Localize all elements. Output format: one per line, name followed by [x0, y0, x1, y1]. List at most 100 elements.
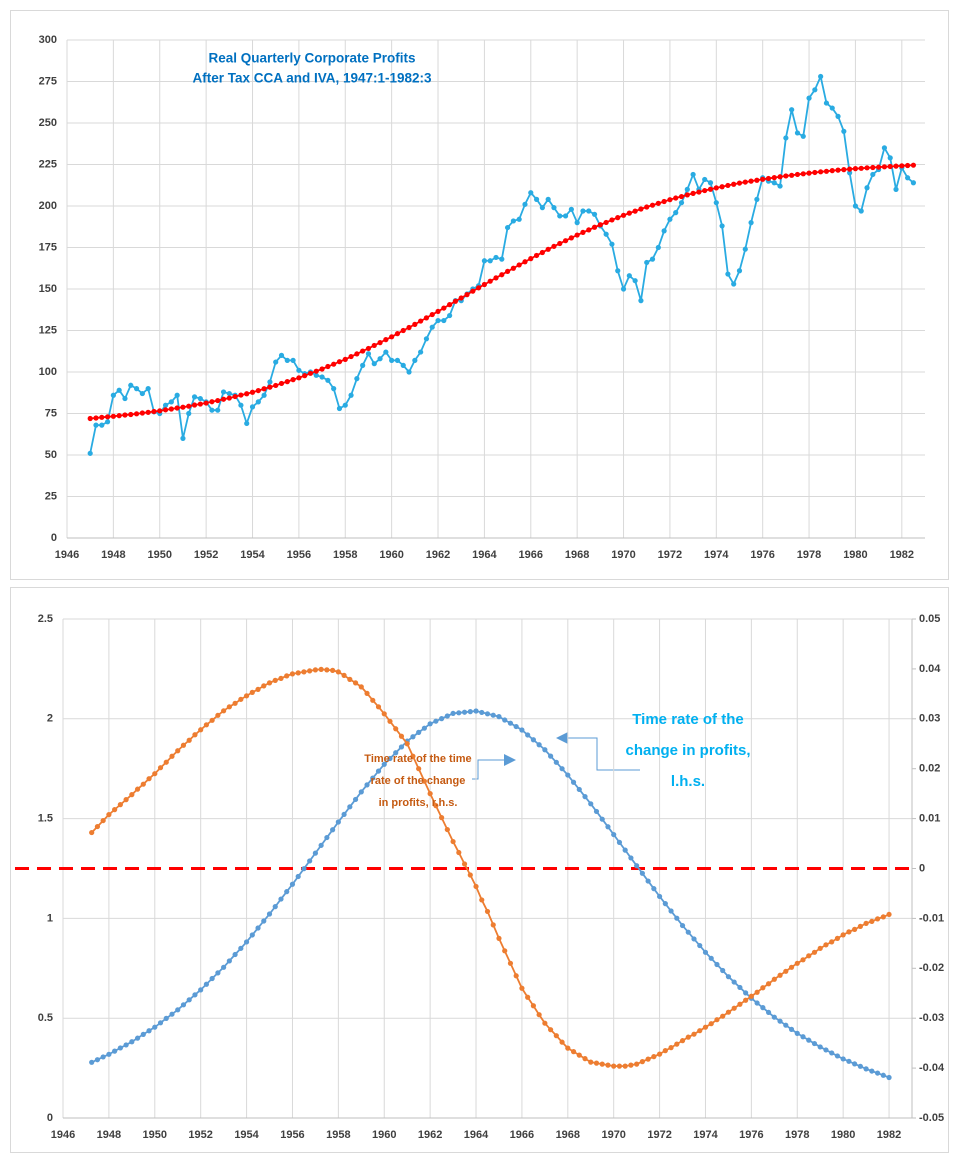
data-point — [823, 168, 830, 174]
data-point — [220, 389, 227, 395]
data-point — [834, 1053, 841, 1059]
data-point — [783, 1022, 789, 1028]
data-point — [238, 402, 244, 408]
data-point — [714, 961, 720, 968]
data-point — [881, 145, 888, 151]
data-point — [679, 1038, 686, 1044]
y2-tick-label: 0.05 — [919, 613, 940, 625]
data-point — [221, 964, 227, 970]
data-point — [557, 213, 563, 219]
y2-tick-label: 0.03 — [919, 713, 940, 725]
data-point — [628, 855, 634, 861]
data-point — [557, 240, 563, 247]
data-point — [493, 275, 499, 281]
data-point — [429, 324, 435, 330]
data-point — [522, 259, 528, 265]
x-tick-label: 1948 — [97, 1129, 121, 1141]
data-point — [427, 791, 433, 797]
data-point — [852, 1061, 858, 1067]
data-point — [352, 796, 359, 803]
data-point — [568, 235, 574, 241]
data-point — [823, 942, 829, 948]
data-point — [261, 683, 267, 689]
data-point — [609, 241, 615, 247]
data-point — [393, 750, 399, 756]
data-point — [528, 190, 534, 196]
data-point — [243, 693, 250, 699]
data-point — [244, 420, 250, 427]
data-point — [539, 249, 545, 256]
data-point — [591, 224, 598, 230]
data-point — [667, 216, 673, 222]
data-point — [473, 883, 479, 890]
data-point — [794, 130, 801, 136]
data-point — [655, 200, 661, 206]
data-point — [93, 422, 99, 428]
data-point — [406, 369, 412, 375]
data-point — [145, 409, 151, 415]
data-point — [313, 368, 319, 374]
x-tick-label: 1974 — [693, 1129, 718, 1141]
data-point — [335, 819, 341, 825]
data-point — [857, 1063, 863, 1069]
data-point — [765, 1009, 772, 1016]
data-point — [387, 755, 393, 762]
data-point — [377, 356, 383, 362]
data-point — [684, 192, 690, 198]
data-point — [886, 1074, 892, 1081]
data-point — [197, 401, 203, 407]
data-point — [249, 689, 255, 695]
data-point — [347, 676, 353, 682]
data-point — [800, 171, 806, 177]
data-point — [479, 709, 485, 716]
data-point — [519, 985, 525, 991]
data-point — [104, 419, 111, 425]
data-point — [364, 690, 370, 696]
data-point — [574, 220, 580, 226]
data-point — [519, 727, 525, 733]
data-point — [559, 766, 565, 772]
data-point — [341, 672, 347, 678]
x-tick-label: 1976 — [750, 549, 774, 561]
data-point — [846, 929, 852, 935]
data-point — [639, 1059, 645, 1065]
data-point — [169, 1011, 175, 1017]
y-tick-label: 25 — [45, 490, 57, 502]
data-point — [634, 1061, 640, 1067]
data-point — [580, 229, 586, 235]
data-point — [496, 935, 502, 941]
data-point — [818, 73, 824, 80]
data-point — [817, 1044, 823, 1050]
x-tick-label: 1980 — [831, 1129, 855, 1141]
data-point — [725, 182, 731, 189]
data-point — [146, 776, 152, 782]
data-point — [186, 997, 192, 1003]
data-point — [447, 312, 453, 319]
data-point — [800, 1034, 806, 1040]
data-point — [539, 205, 545, 211]
data-point — [87, 450, 93, 456]
data-point — [597, 222, 603, 228]
data-point — [325, 363, 331, 370]
data-point — [152, 771, 158, 777]
data-point — [794, 171, 801, 178]
data-point — [697, 942, 703, 949]
data-point — [731, 979, 737, 985]
data-point — [89, 829, 95, 836]
data-point — [743, 997, 749, 1003]
data-point — [162, 407, 169, 413]
data-point — [880, 914, 886, 920]
data-point — [754, 177, 760, 183]
data-point — [238, 945, 244, 951]
data-point — [284, 379, 290, 385]
data-point — [910, 180, 917, 186]
data-point — [516, 262, 522, 268]
data-point — [106, 1051, 112, 1057]
data-point — [530, 1003, 536, 1009]
data-point — [295, 873, 301, 880]
data-point — [100, 1054, 106, 1060]
data-point — [493, 254, 499, 261]
y-tick-label: 275 — [39, 75, 57, 87]
y-tick-label: 175 — [39, 241, 57, 253]
y2-tick-label: -0.02 — [919, 962, 944, 974]
